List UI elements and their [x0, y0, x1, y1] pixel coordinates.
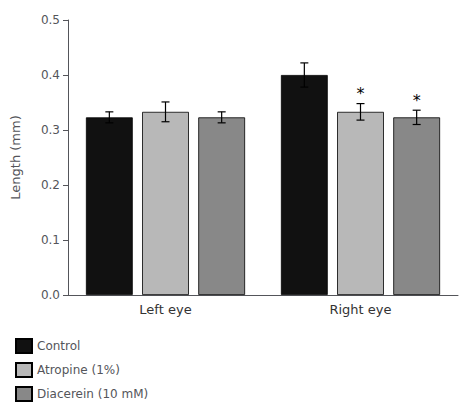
svg-text:Diacerein (10 mM): Diacerein (10 mM) — [37, 387, 148, 401]
svg-text:Right eye: Right eye — [329, 302, 391, 317]
svg-text:*: * — [413, 91, 421, 110]
svg-text:0.1: 0.1 — [41, 233, 60, 247]
svg-text:Left eye: Left eye — [139, 302, 191, 317]
svg-text:Control: Control — [37, 339, 80, 353]
svg-text:0.0: 0.0 — [41, 288, 60, 302]
svg-text:0.5: 0.5 — [41, 13, 60, 27]
svg-text:Atropine (1%): Atropine (1%) — [37, 363, 120, 377]
svg-text:Length (mm): Length (mm) — [8, 115, 23, 199]
svg-text:0.4: 0.4 — [41, 68, 60, 82]
svg-text:*: * — [357, 84, 365, 103]
svg-text:0.3: 0.3 — [41, 123, 60, 137]
svg-text:0.2: 0.2 — [41, 178, 60, 192]
